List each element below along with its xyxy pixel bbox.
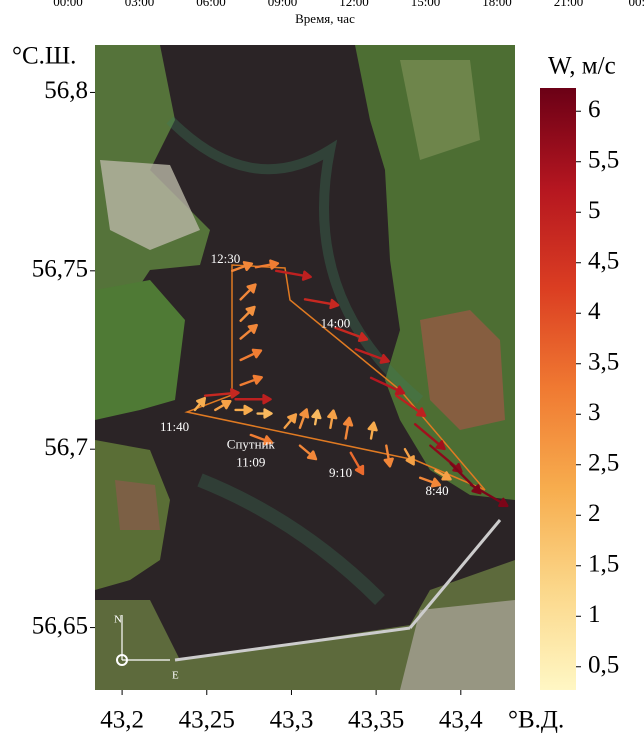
top-tick-label: 03:00 [125, 0, 155, 9]
lat-tick-label: 56,75 [32, 256, 88, 283]
time-label: 12:30 [211, 251, 241, 266]
colorbar-tick-label: 5 [588, 197, 601, 224]
time-label: Спутник [227, 437, 276, 452]
lon-tick-label: 43,3 [270, 707, 314, 734]
field [115, 480, 160, 530]
lon-tick-label: 43,25 [179, 707, 235, 734]
lon-unit: °В.Д. [508, 707, 564, 734]
top-tick-label: 12:00 [339, 0, 369, 9]
lon-tick-label: 43,2 [100, 707, 144, 734]
top-axis-label: Время, час [295, 11, 355, 26]
colorbar-tick-label: 1,5 [588, 550, 619, 577]
top-tick-label: 18:00 [482, 0, 512, 9]
colorbar-tick-label: 4,5 [588, 247, 619, 274]
time-label: 9:10 [329, 465, 352, 480]
lat-tick-label: 56,8 [44, 77, 88, 104]
colorbar-tick-label: 4 [588, 298, 601, 325]
lat-tick-label: 56,7 [44, 434, 88, 461]
top-tick-label: 15:00 [411, 0, 441, 9]
colorbar-tick-label: 5,5 [588, 146, 619, 173]
time-label: 11:40 [160, 419, 189, 434]
top-tick-label: 00:00 [53, 0, 83, 9]
lon-tick-label: 43,35 [348, 707, 404, 734]
colorbar [540, 88, 576, 690]
time-label: 8:40 [426, 483, 449, 498]
compass-east: E [172, 670, 179, 682]
top-tick-label: 00:0 [628, 0, 644, 9]
colorbar-tick-label: 6 [588, 96, 601, 123]
top-tick-label: 06:00 [196, 0, 226, 9]
lat-unit: °С.Ш. [12, 43, 76, 70]
colorbar-tick-label: 3,5 [588, 348, 619, 375]
colorbar-tick-label: 2 [588, 500, 601, 527]
colorbar-tick-label: 3 [588, 399, 601, 426]
figure: Время, час N E °С.Ш. °В.Д. W, м/с 00:000… [0, 0, 644, 738]
top-tick-label: 21:00 [554, 0, 584, 9]
time-label: 14:00 [321, 315, 351, 330]
colorbar-tick-label: 0,5 [588, 652, 619, 679]
colorbar-tick-label: 2,5 [588, 449, 619, 476]
lon-tick-label: 43,4 [439, 707, 483, 734]
compass-north: N [114, 614, 122, 626]
satellite-image [95, 45, 515, 690]
top-tick-label: 09:00 [268, 0, 298, 9]
top-axis: Время, час [295, 11, 355, 26]
time-label: 11:09 [236, 454, 265, 469]
colorbar-title: W, м/с [548, 53, 616, 80]
colorbar-tick-label: 1 [588, 601, 601, 628]
lat-tick-label: 56,65 [32, 612, 88, 639]
